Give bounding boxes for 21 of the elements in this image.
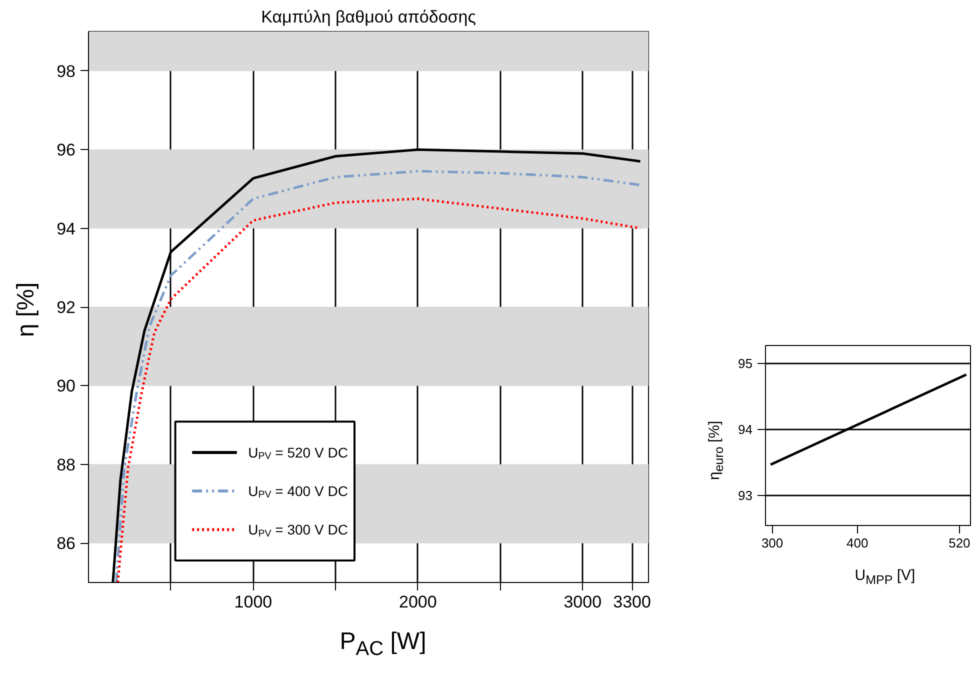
- x-tick-label: 300: [761, 536, 784, 550]
- x-tick-label: 1000: [234, 592, 272, 612]
- x-tick-label: 3300: [613, 592, 651, 612]
- y-tick-label: 96: [56, 140, 76, 160]
- x-tick-label: 520: [948, 536, 970, 550]
- x-axis-title: U$_{MPP}$ [V]: [854, 566, 916, 589]
- y-tick-label: 98: [56, 62, 76, 81]
- y-tick-label: 88: [56, 455, 76, 474]
- x-tick-label: 3000: [564, 592, 602, 612]
- chart-title: Καμπύλη βαθμού απόδοσης: [261, 8, 476, 26]
- x-tick-label: 2000: [399, 592, 437, 612]
- y-tick-label: 90: [56, 376, 76, 396]
- x-axis-title: P$_{AC}$ [W]: [340, 627, 426, 662]
- y-tick-label: 86: [56, 534, 76, 554]
- y-tick-label: 93: [738, 488, 753, 504]
- y-tick-label: 95: [738, 356, 753, 371]
- x-tick-label: 400: [846, 536, 868, 550]
- y-axis-title: η [%]: [11, 282, 40, 338]
- y-tick-label: 92: [56, 298, 76, 317]
- y-tick-label: 94: [56, 219, 76, 238]
- y-tick-label: 94: [738, 422, 753, 438]
